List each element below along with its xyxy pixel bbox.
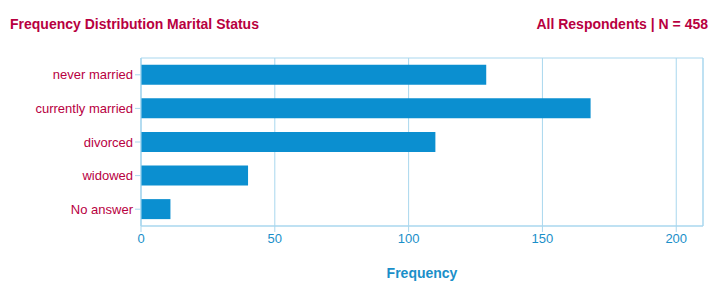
svg-text:No answer: No answer — [71, 202, 134, 217]
html-text:Frequency Distribution Marital: Frequency Distribution Marital Status — [10, 16, 259, 32]
svg-text:0: 0 — [137, 231, 144, 246]
html-text:All Respondents | N = 458: All Respondents | N = 458 — [536, 16, 708, 32]
svg-text:200: 200 — [665, 231, 687, 246]
svg-text:never married: never married — [53, 67, 133, 82]
svg-text:widowed: widowed — [81, 168, 133, 183]
svg-text:currently married: currently married — [35, 101, 133, 116]
svg-text:50: 50 — [268, 231, 282, 246]
svg-text:150: 150 — [532, 231, 554, 246]
svg-text:100: 100 — [398, 231, 420, 246]
svg-text:Frequency: Frequency — [387, 265, 458, 281]
svg-text:divorced: divorced — [84, 135, 133, 150]
